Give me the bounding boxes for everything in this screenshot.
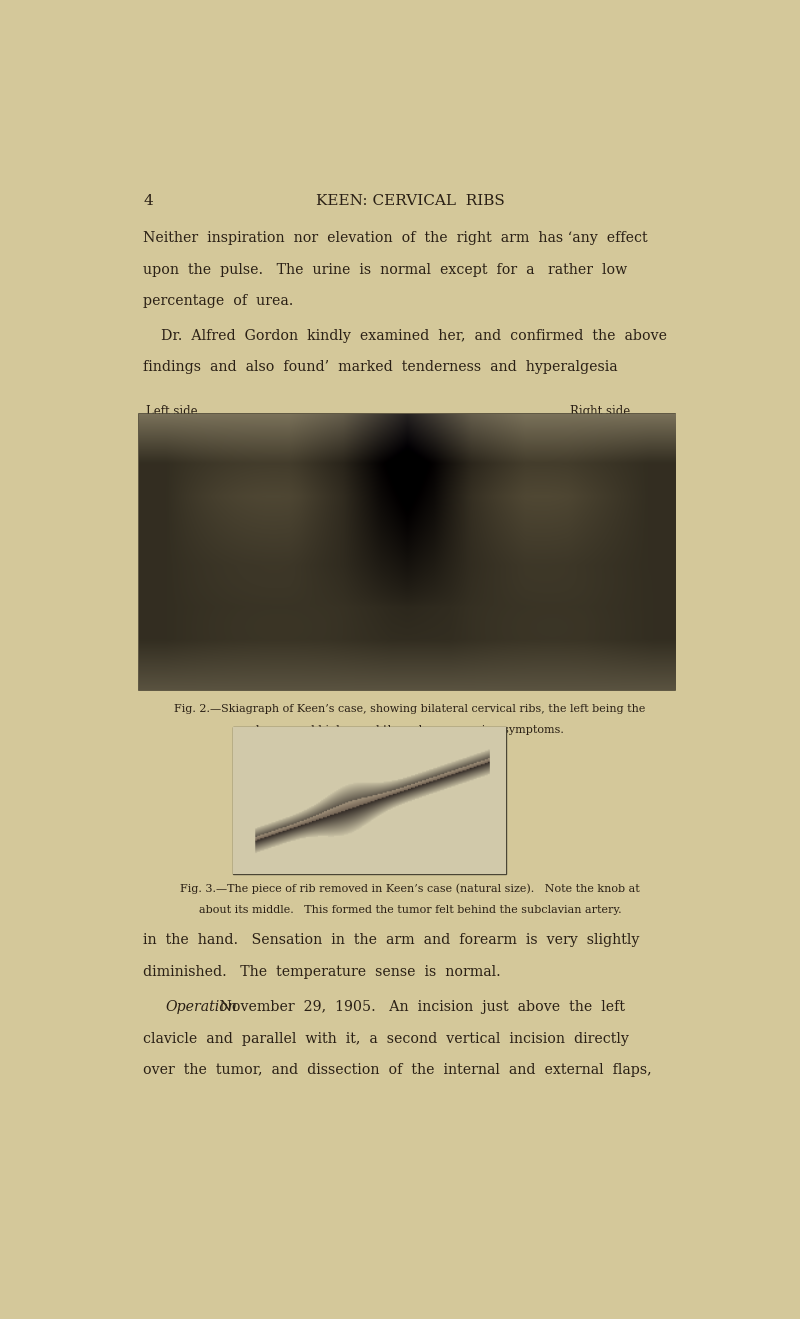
Text: in  the  hand.   Sensation  in  the  arm  and  forearm  is  very  slightly: in the hand. Sensation in the arm and fo… xyxy=(143,934,640,947)
Text: upon  the  pulse.   The  urine  is  normal  except  for  a   rather  low: upon the pulse. The urine is normal exce… xyxy=(143,262,628,277)
Text: Fig. 2.—Skiagraph of Keen’s case, showing bilateral cervical ribs, the left bein: Fig. 2.—Skiagraph of Keen’s case, showin… xyxy=(174,703,646,714)
Text: about its middle.   This formed the tumor felt behind the subclavian artery.: about its middle. This formed the tumor … xyxy=(198,905,622,915)
Bar xyxy=(139,414,675,690)
Bar xyxy=(234,727,506,874)
Text: Right side: Right side xyxy=(570,405,630,418)
Text: over  the  tumor,  and  dissection  of  the  internal  and  external  flaps,: over the tumor, and dissection of the in… xyxy=(143,1063,652,1078)
Text: percentage  of  urea.: percentage of urea. xyxy=(143,294,294,309)
Text: 4: 4 xyxy=(143,194,153,208)
Text: November  29,  1905.   An  incision  just  above  the  left: November 29, 1905. An incision just abov… xyxy=(214,1000,625,1014)
Text: Left side: Left side xyxy=(146,405,198,418)
Text: Fig. 3.—The piece of rib removed in Keen’s case (natural size).   Note the knob : Fig. 3.—The piece of rib removed in Keen… xyxy=(180,884,640,894)
Text: Operation: Operation xyxy=(165,1000,237,1014)
Text: KEEN: CERVICAL  RIBS: KEEN: CERVICAL RIBS xyxy=(316,194,504,208)
Text: Neither  inspiration  nor  elevation  of  the  right  arm  has ‘any  effect: Neither inspiration nor elevation of the… xyxy=(143,231,648,245)
Text: clavicle  and  parallel  with  it,  a  second  vertical  incision  directly: clavicle and parallel with it, a second … xyxy=(143,1031,630,1046)
Text: Dr.  Alfred  Gordon  kindly  examined  her,  and  confirmed  the  above: Dr. Alfred Gordon kindly examined her, a… xyxy=(143,328,667,343)
Text: larger and higher and the only one causing symptoms.: larger and higher and the only one causi… xyxy=(256,725,564,735)
Text: diminished.   The  temperature  sense  is  normal.: diminished. The temperature sense is nor… xyxy=(143,964,501,979)
Text: findings  and  also  found’  marked  tenderness  and  hyperalgesia: findings and also found’ marked tenderne… xyxy=(143,360,618,375)
